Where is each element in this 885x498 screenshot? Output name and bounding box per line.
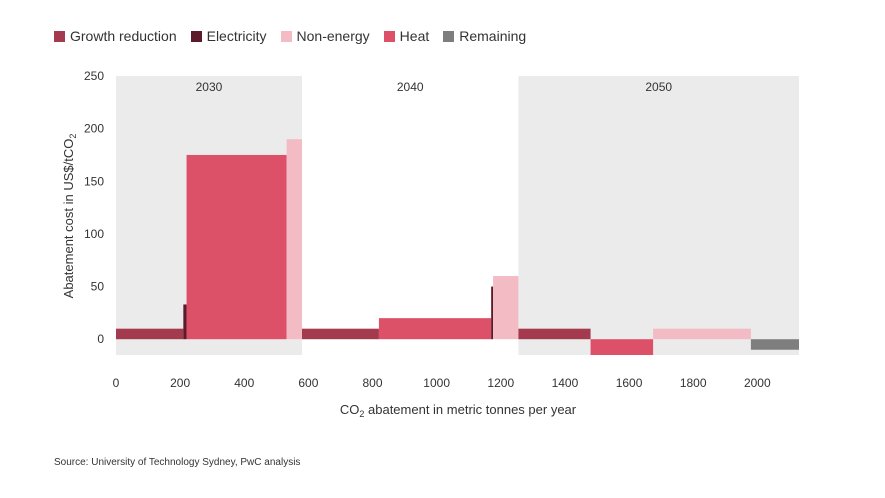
legend-item: Non-energy	[280, 28, 370, 44]
legend-item: Growth reduction	[54, 28, 177, 44]
y-tick-label: 50	[91, 280, 105, 294]
y-tick-label: 200	[84, 122, 104, 136]
bar-heat	[590, 339, 654, 355]
period-panel-2050	[518, 76, 799, 355]
bar-heat	[186, 154, 287, 340]
period-label: 2030	[196, 80, 223, 94]
legend-label: Electricity	[206, 28, 267, 44]
x-axis-label: CO2 abatement in metric tonnes per year	[340, 402, 577, 419]
y-tick-label: 100	[84, 227, 104, 241]
legend-swatch	[54, 30, 65, 42]
bar-electricity	[491, 286, 494, 340]
period-label: 2050	[645, 80, 672, 94]
x-tick-label: 1800	[680, 376, 707, 390]
x-tick-label: 1000	[423, 376, 450, 390]
bar-non-energy	[653, 328, 751, 340]
x-tick-label: 800	[363, 376, 383, 390]
legend: Growth reduction Electricity Non-energy Hea…	[54, 28, 526, 44]
legend-label: Remaining	[459, 28, 527, 44]
x-tick-label: 200	[170, 376, 190, 390]
x-tick-label: 1400	[552, 376, 579, 390]
x-tick-label: 2000	[744, 376, 771, 390]
legend-item: Electricity	[190, 28, 267, 44]
bar-electricity	[183, 304, 187, 340]
y-tick-label: 250	[84, 69, 104, 83]
bar-growth-reduction	[518, 328, 591, 340]
x-tick-label: 1200	[487, 376, 514, 390]
bar-heat	[378, 318, 492, 340]
bar-growth-reduction	[116, 328, 184, 340]
legend-swatch	[190, 30, 202, 42]
source-note: Source: University of Technology Sydney,…	[54, 457, 301, 468]
x-tick-label: 1600	[616, 376, 643, 390]
legend-item: Heat	[383, 28, 430, 44]
y-tick-label: 0	[97, 332, 104, 346]
legend-swatch	[280, 30, 292, 42]
x-tick-label: 0	[113, 376, 120, 390]
bar-remaining	[750, 339, 799, 350]
period-label: 2040	[397, 80, 424, 94]
legend-swatch	[383, 30, 395, 42]
legend-item: Remaining	[443, 28, 526, 44]
legend-label: Heat	[399, 28, 430, 44]
bar-growth-reduction	[301, 328, 379, 340]
x-tick-label: 400	[234, 376, 254, 390]
bar-non-energy	[493, 276, 519, 340]
legend-label: Non-energy	[296, 28, 370, 44]
y-axis-label: Abatement cost in US$/tCO2	[61, 134, 78, 299]
x-tick-label: 600	[298, 376, 318, 390]
y-tick-label: 150	[84, 174, 104, 188]
bar-non-energy	[286, 139, 302, 340]
legend-swatch	[443, 30, 455, 42]
legend-label: Growth reduction	[70, 28, 177, 44]
